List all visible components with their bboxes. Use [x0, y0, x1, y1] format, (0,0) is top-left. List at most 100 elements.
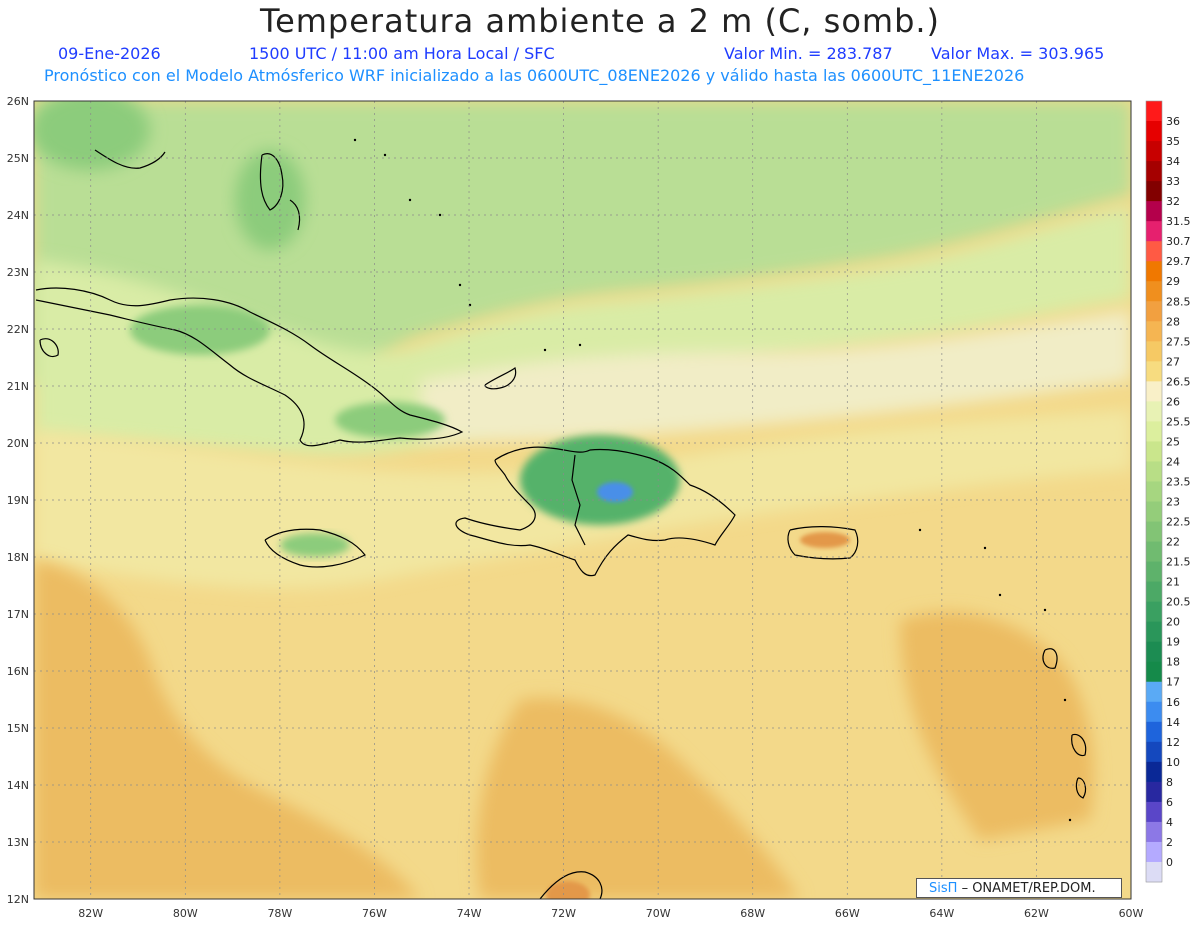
coast-florida	[94, 149, 166, 169]
colorbar-swatch	[1146, 781, 1162, 803]
colorbar-label: 22.5	[1166, 516, 1191, 529]
coast-guadeloupe	[1042, 648, 1058, 669]
colorbar-swatch	[1146, 381, 1162, 402]
colorbar-label: 14	[1166, 716, 1180, 729]
lon-label: 78W	[267, 907, 292, 920]
islet	[468, 303, 472, 307]
colorbar-swatch	[1146, 581, 1162, 603]
lat-label: 20N	[7, 437, 29, 450]
blue-core-cordillera	[597, 482, 633, 502]
field-orange-east	[900, 612, 1094, 840]
colorbar-swatch	[1146, 641, 1162, 663]
colorbar-swatch	[1146, 481, 1162, 503]
colorbar-swatch	[1146, 161, 1162, 182]
colorbar-label: 29.7	[1166, 255, 1191, 268]
colorbar-label: 19	[1166, 636, 1180, 649]
islet	[998, 593, 1002, 597]
colorbar-label: 16	[1166, 696, 1180, 709]
colorbar-swatch	[1146, 861, 1162, 883]
colorbar-label: 0	[1166, 856, 1173, 869]
lon-label: 80W	[173, 907, 198, 920]
lon-label: 66W	[835, 907, 860, 920]
colorbar-label: 25.5	[1166, 415, 1191, 428]
coast-haiti-border	[571, 454, 586, 546]
islet	[383, 153, 387, 157]
credit-box: SisΠ – ONAMET/REP.DOM.	[916, 878, 1122, 898]
colorbar-label: 21.5	[1166, 556, 1191, 569]
colorbar-swatch	[1146, 301, 1162, 322]
valid-time: 1500 UTC / 11:00 am Hora Local / SFC	[249, 44, 555, 63]
lat-label: 25N	[7, 152, 29, 165]
colorbar-labels: 363534333231.530.729.72928.52827.52726.5…	[1166, 115, 1191, 869]
colorbar-swatch	[1146, 461, 1162, 482]
lat-label: 15N	[7, 722, 29, 735]
green-core-jamaica	[280, 533, 350, 557]
lat-label: 19N	[7, 494, 29, 507]
colorbar-swatch	[1146, 541, 1162, 563]
lon-label: 70W	[646, 907, 671, 920]
colorbar-label: 36	[1166, 115, 1180, 128]
colorbar-label: 24	[1166, 455, 1180, 468]
colorbar-label: 10	[1166, 756, 1180, 769]
islet	[578, 343, 582, 347]
max-value: Valor Max. = 303.965	[931, 44, 1105, 63]
colorbar-label: 28.5	[1166, 295, 1191, 308]
islet	[458, 283, 462, 287]
lat-label: 24N	[7, 209, 29, 222]
field-light-green	[34, 205, 1131, 456]
colorbar-label: 29	[1166, 275, 1180, 288]
colorbar-swatch	[1146, 121, 1162, 142]
lon-label: 60W	[1119, 907, 1144, 920]
lat-label: 16N	[7, 665, 29, 678]
colorbar-swatch	[1146, 361, 1162, 382]
forecast-date: 09-Ene-2026	[58, 44, 161, 63]
lat-label: 13N	[7, 836, 29, 849]
credit-org: – ONAMET/REP.DOM.	[961, 881, 1096, 896]
colorbar-swatch	[1146, 221, 1162, 242]
colorbar-label: 4	[1166, 816, 1173, 829]
colorbar-label: 28	[1166, 315, 1180, 328]
colorbar-swatch	[1146, 421, 1162, 442]
colorbar-frame	[1145, 100, 1163, 883]
colorbar-swatch	[1146, 561, 1162, 583]
longitude-labels: 82W 80W 78W 76W 74W 72W 70W 68W 66W 64W 62W 60W	[78, 907, 1143, 920]
colorbar-label: 25	[1166, 435, 1180, 448]
field-orange-south	[476, 698, 800, 899]
lat-label: 21N	[7, 380, 29, 393]
green-core-hispaniola	[520, 435, 680, 525]
lat-label: 26N	[7, 95, 29, 108]
field-cream-band	[420, 310, 1131, 442]
coast-cuba	[35, 287, 464, 447]
model-info: Pronóstico con el Modelo Atmósferico WRF…	[44, 66, 1025, 85]
colorbar-swatch	[1146, 741, 1162, 763]
colorbar-label: 30.7	[1166, 235, 1191, 248]
colorbar-swatch	[1146, 441, 1162, 462]
colorbar-label: 17	[1166, 676, 1180, 689]
colorbar-swatch	[1146, 321, 1162, 342]
lat-label: 14N	[7, 779, 29, 792]
colorbar-swatch	[1146, 621, 1162, 643]
lat-label: 17N	[7, 608, 29, 621]
colorbar-swatch	[1146, 521, 1162, 543]
colorbar-label: 22	[1166, 536, 1180, 549]
colorbar-swatch	[1146, 241, 1162, 262]
colorbar-label: 20.5	[1166, 596, 1191, 609]
colorbar-swatch	[1146, 721, 1162, 743]
coast-venezuela	[539, 871, 603, 900]
islet	[1063, 698, 1067, 702]
green-core-cuba-east	[335, 402, 445, 438]
colorbar-label: 35	[1166, 135, 1180, 148]
coast-hispaniola	[455, 446, 736, 577]
islet	[1068, 818, 1072, 822]
coast-isla-juventud	[39, 338, 59, 358]
colorbar-swatch	[1146, 281, 1162, 302]
coast-inagua	[484, 366, 517, 390]
colorbar-swatch	[1146, 401, 1162, 422]
colorbar-label: 20	[1166, 616, 1180, 629]
green-core-bahamas	[235, 150, 305, 250]
islet	[353, 138, 357, 142]
islet	[543, 348, 547, 352]
min-value: Valor Min. = 283.787	[724, 44, 893, 63]
lat-label: 18N	[7, 551, 29, 564]
